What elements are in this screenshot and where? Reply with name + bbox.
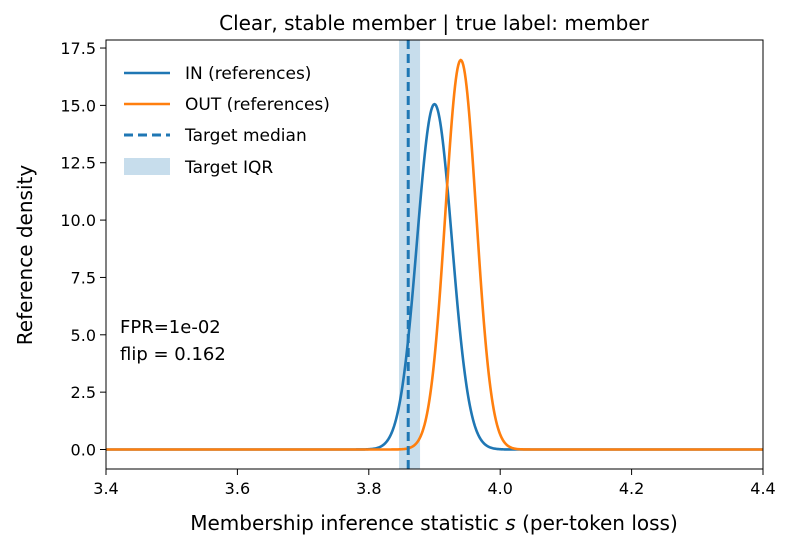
x-tick-label: 4.2 [619,479,644,498]
plot-area [105,39,764,470]
y-tick-label: 2.5 [71,383,96,402]
y-tick-label: 12.5 [60,154,96,173]
flip-annotation: flip = 0.162 [120,344,226,365]
x-axis-label: Membership inference statistic s (per-to… [190,511,678,535]
fpr-annotation: FPR=1e-02 [120,317,221,338]
y-tick-label: 10.0 [60,211,96,230]
x-axis-symbol: s [505,511,515,535]
x-tick-label: 3.4 [93,479,118,498]
legend-swatch-iqr [124,158,170,175]
x-tick-label: 4.4 [750,479,775,498]
y-axis-label: Reference density [13,165,37,346]
x-tick-label: 4.0 [487,479,512,498]
legend-label-iqr: Target IQR [184,158,273,178]
y-tick-label: 7.5 [71,268,96,287]
legend-label-in: IN (references) [185,64,311,84]
out-references-curve [106,58,763,451]
legend-label-out: OUT (references) [185,95,330,115]
y-tick-label: 0.0 [71,441,96,460]
legend-label-median: Target median [184,126,307,146]
y-axis: 0.0 2.5 5.0 7.5 10.0 12.5 15.0 17.5 [60,39,106,460]
y-tick-label: 17.5 [60,39,96,58]
y-tick-label: 5.0 [71,326,96,345]
chart-title: Clear, stable member | true label: membe… [219,11,650,35]
x-tick-label: 3.8 [356,479,381,498]
legend: IN (references) OUT (references) Target … [124,64,330,178]
x-tick-label: 3.6 [225,479,250,498]
y-tick-label: 15.0 [60,96,96,115]
in-references-curve [106,102,763,451]
x-axis: 3.4 3.6 3.8 4.0 4.2 4.4 [93,469,776,498]
plot-frame [105,39,764,470]
